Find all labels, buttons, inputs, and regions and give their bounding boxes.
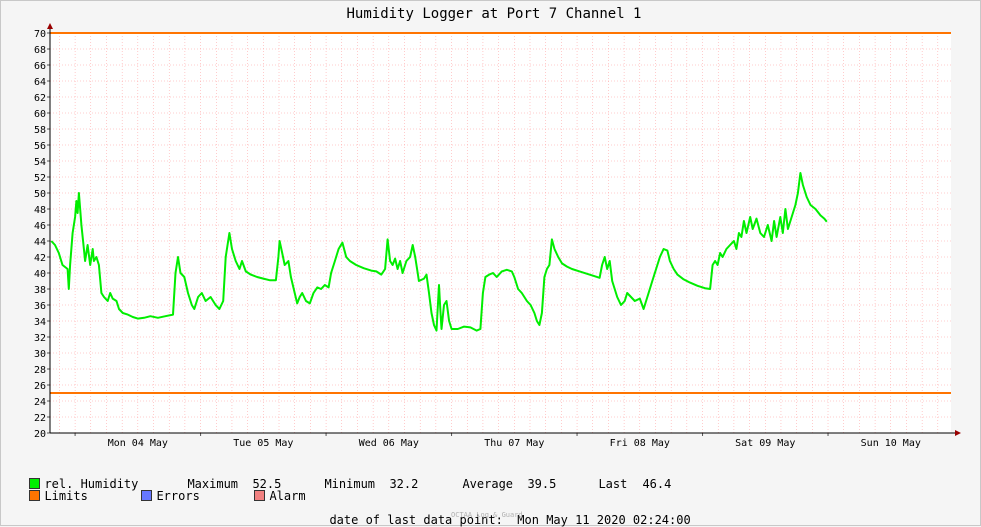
legend-row-2: Limits Errors Alarm bbox=[15, 475, 306, 503]
y-tick-label: 24 bbox=[34, 397, 46, 408]
y-tick-label: 48 bbox=[34, 205, 46, 216]
y-tick-label: 26 bbox=[34, 381, 46, 392]
y-tick-label: 60 bbox=[34, 109, 46, 120]
stat-minimum-label: Minimum bbox=[324, 477, 376, 491]
y-tick-label: 36 bbox=[34, 301, 46, 312]
x-tick-label: Thu 07 May bbox=[484, 438, 544, 449]
y-tick-label: 54 bbox=[34, 157, 46, 168]
stat-average-label: Average bbox=[462, 477, 514, 491]
y-tick-label: 56 bbox=[34, 141, 46, 152]
y-tick-label: 28 bbox=[34, 365, 46, 376]
y-tick-label: 32 bbox=[34, 333, 46, 344]
last-data-point: date of last data point: Mon May 11 2020… bbox=[315, 499, 691, 527]
y-tick-label: 66 bbox=[34, 61, 46, 72]
x-axis-arrow bbox=[955, 430, 961, 436]
date-value: Mon May 11 2020 02:24:00 bbox=[517, 513, 691, 527]
y-tick-label: 58 bbox=[34, 125, 46, 136]
legend-limits: Limits bbox=[44, 489, 88, 503]
y-tick-label: 62 bbox=[34, 93, 46, 104]
x-tick-label: Wed 06 May bbox=[359, 438, 419, 449]
y-tick-label: 22 bbox=[34, 413, 46, 424]
date-label: date of last data point: bbox=[329, 513, 503, 527]
legend-alarm: Alarm bbox=[269, 489, 306, 503]
y-tick-label: 46 bbox=[34, 221, 46, 232]
stat-last-value: 46.4 bbox=[642, 477, 672, 491]
legend-errors: Errors bbox=[156, 489, 200, 503]
x-tick-label: Tue 05 May bbox=[233, 438, 293, 449]
x-axis-ticks: Mon 04 May Tue 05 May Wed 06 May Thu 07 May… bbox=[74, 433, 921, 449]
humidity-swatch bbox=[29, 478, 41, 489]
stat-maximum-label: Maximum bbox=[187, 477, 239, 491]
y-tick-label: 64 bbox=[34, 77, 46, 88]
series-group bbox=[50, 172, 828, 332]
y-tick-label: 70 bbox=[34, 29, 46, 40]
chart-title: Humidity Logger at Port 7 Channel 1 bbox=[346, 6, 641, 22]
y-axis-arrow bbox=[47, 23, 53, 29]
chart-grid bbox=[50, 32, 951, 434]
x-tick-label: Fri 08 May bbox=[610, 438, 670, 449]
y-tick-label: 40 bbox=[34, 269, 46, 280]
alarm-swatch bbox=[254, 490, 266, 501]
x-tick-label: Mon 04 May bbox=[108, 438, 168, 449]
y-tick-label: 68 bbox=[34, 45, 46, 56]
y-tick-label: 44 bbox=[34, 237, 46, 248]
limit-lines bbox=[50, 32, 951, 394]
x-tick-label: Sun 10 May bbox=[861, 438, 921, 449]
limits-swatch bbox=[29, 490, 41, 501]
stat-maximum-value: 52.5 bbox=[252, 477, 282, 491]
stat-last-label: Last bbox=[598, 477, 628, 491]
errors-swatch bbox=[141, 490, 153, 501]
plot-area bbox=[50, 33, 951, 433]
y-tick-label: 52 bbox=[34, 173, 46, 184]
legend-humidity: rel. Humidity bbox=[44, 477, 139, 491]
y-tick-label: 38 bbox=[34, 285, 46, 296]
legend-row-1: rel. Humidity Maximum 52.5 Minimum 32.2 Avera… bbox=[15, 463, 671, 491]
y-tick-label: 34 bbox=[34, 317, 46, 328]
y-tick-label: 50 bbox=[34, 189, 46, 200]
chart-axes bbox=[47, 23, 961, 436]
y-tick-label: 20 bbox=[34, 429, 46, 440]
stat-average-value: 39.5 bbox=[527, 477, 557, 491]
y-axis-ticks: 20 22 24 26 28 30 32 34 36 38 40 42 44 46 48 50 52 54 56 58… bbox=[34, 29, 50, 440]
x-tick-label: Sat 09 May bbox=[735, 438, 795, 449]
stat-minimum-value: 32.2 bbox=[389, 477, 419, 491]
y-tick-label: 30 bbox=[34, 349, 46, 360]
watermark: OCTAA Log & Guard bbox=[451, 511, 523, 519]
y-tick-label: 42 bbox=[34, 253, 46, 264]
humidity-series-line bbox=[50, 172, 828, 332]
